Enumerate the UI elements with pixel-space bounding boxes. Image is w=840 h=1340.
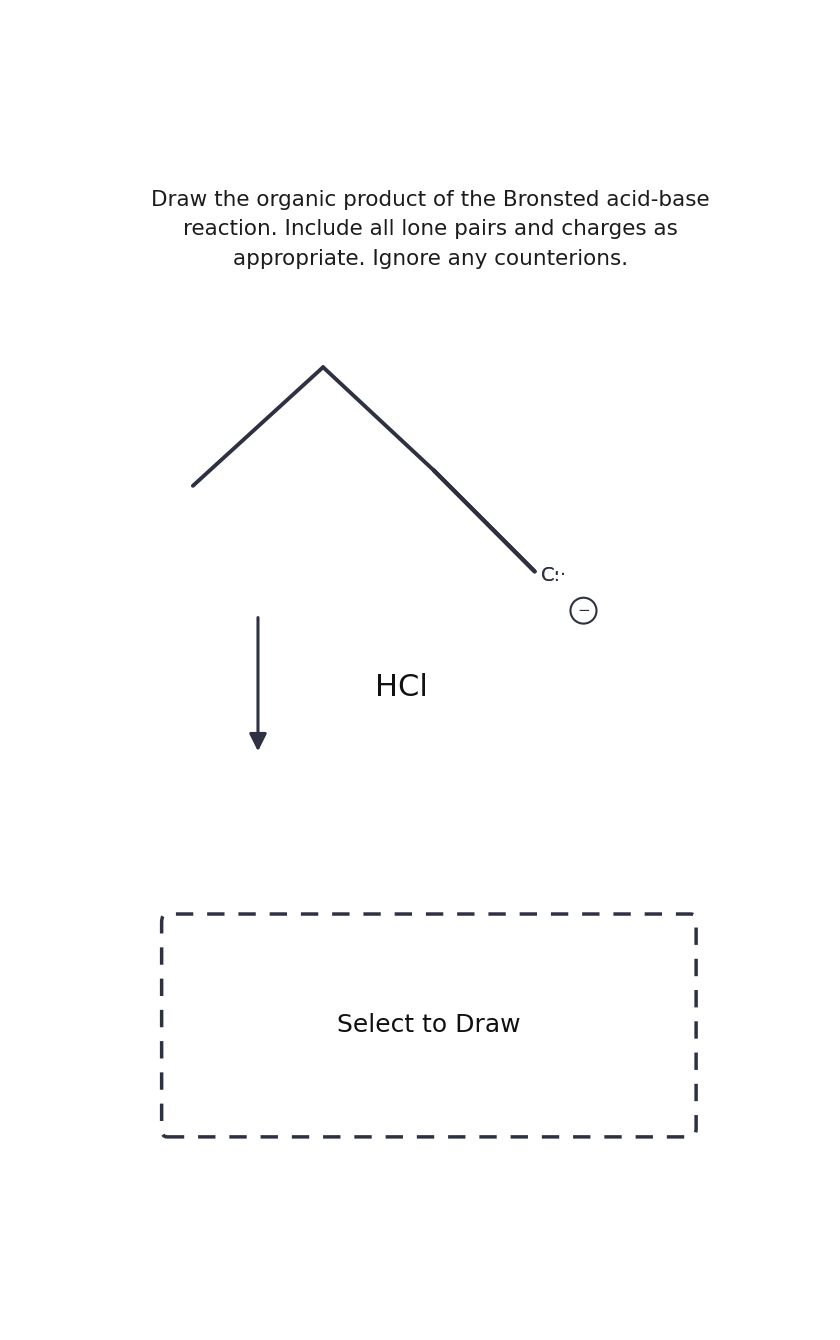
Text: C··: C·· [541,565,567,586]
Text: C:: C: [541,565,561,586]
Text: Select to Draw: Select to Draw [337,1013,521,1037]
Text: Draw the organic product of the Bronsted acid-base
reaction. Include all lone pa: Draw the organic product of the Bronsted… [151,190,710,269]
Text: −: − [577,603,590,618]
FancyBboxPatch shape [161,914,696,1136]
Text: HCl: HCl [375,673,428,702]
